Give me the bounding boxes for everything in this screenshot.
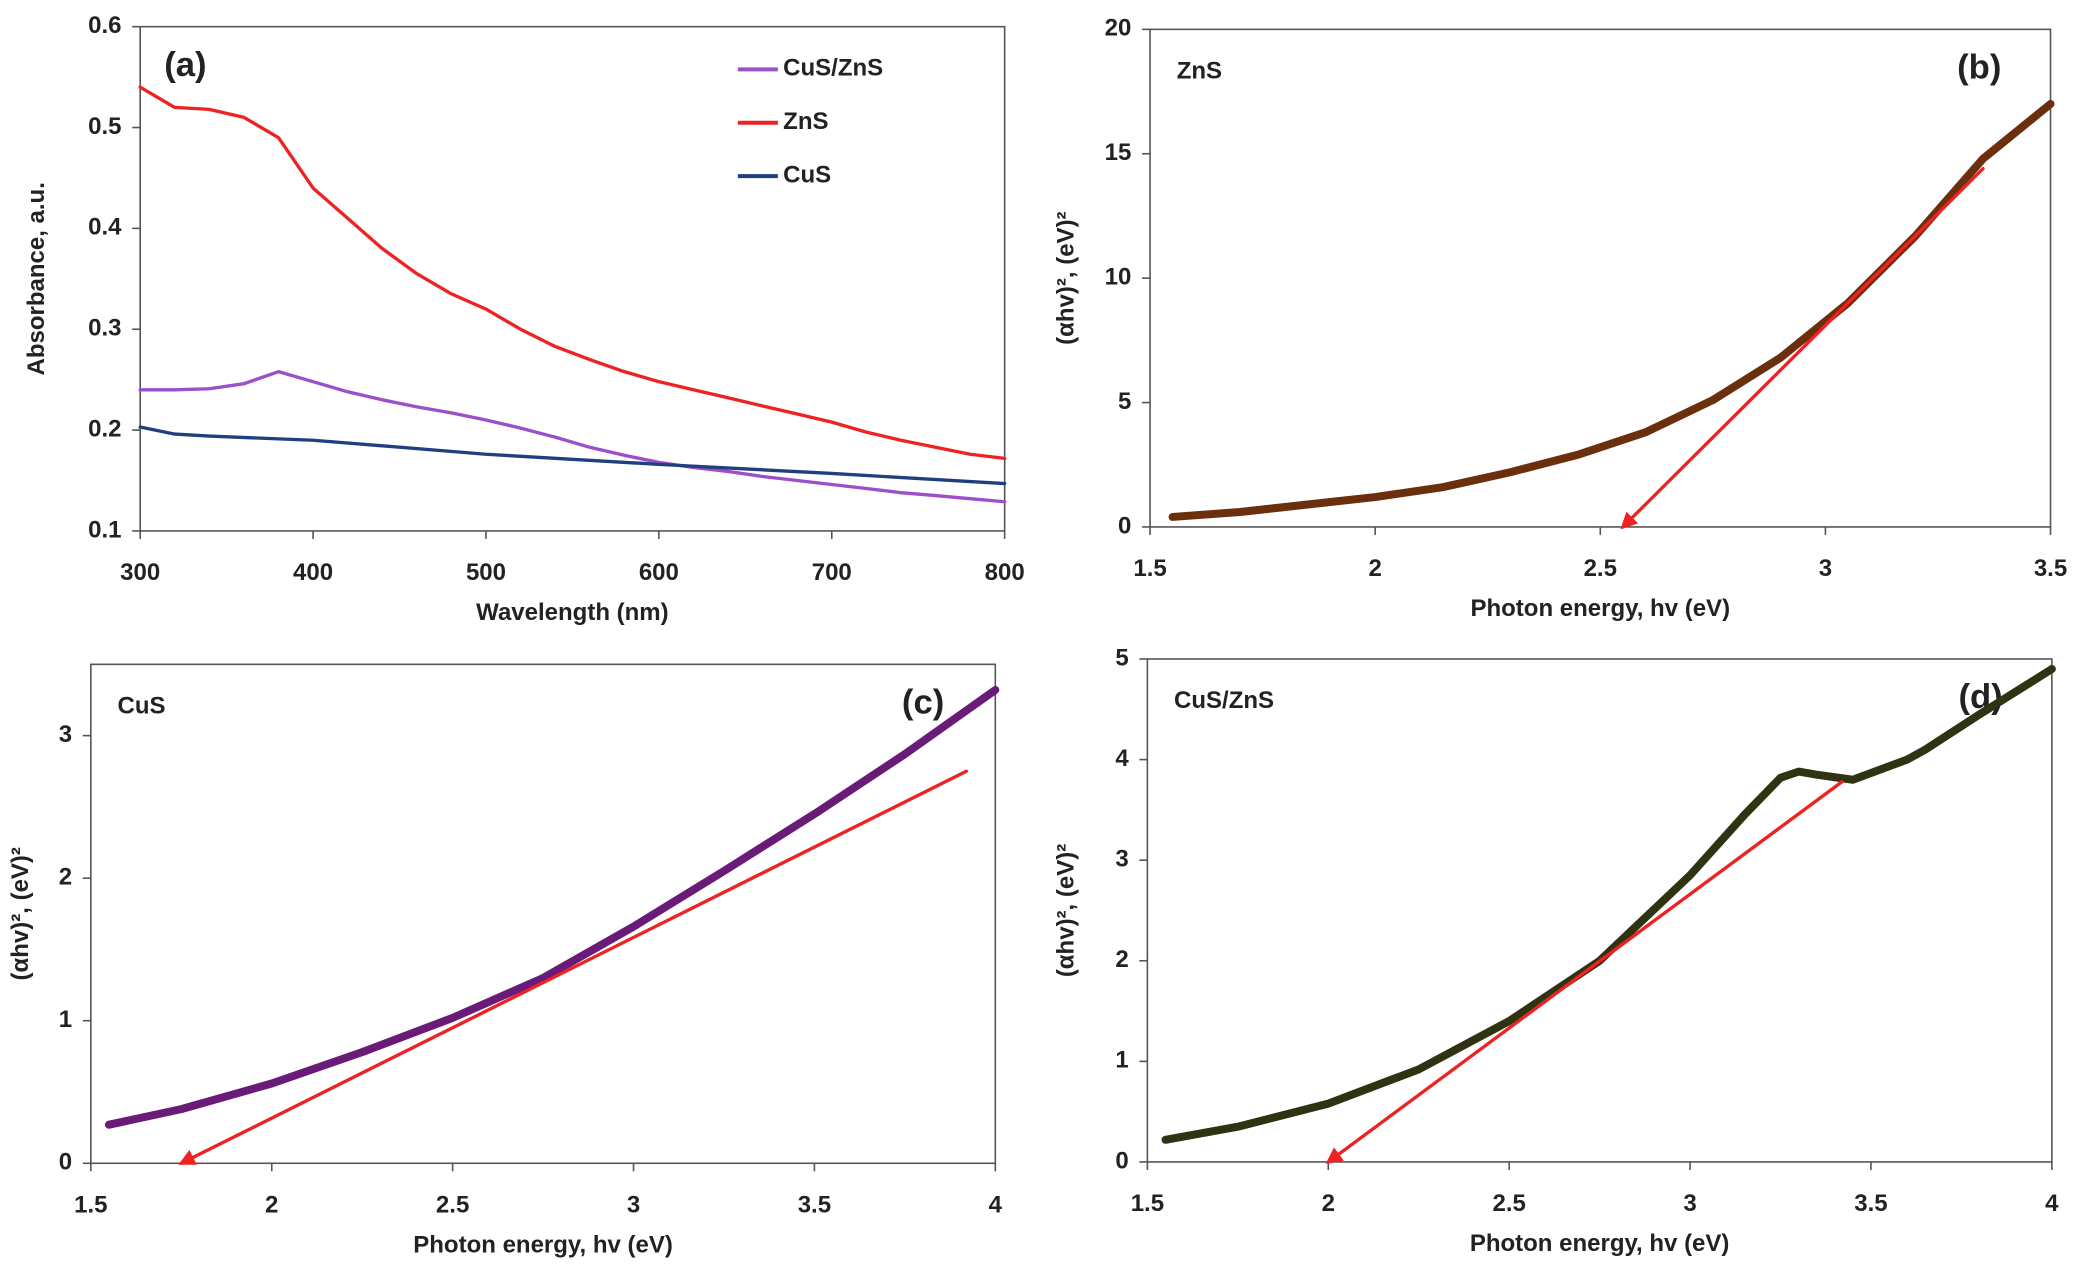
data-line xyxy=(1168,99,2055,521)
y-tick-label: 0 xyxy=(59,1149,72,1176)
y-tick-label: 0 xyxy=(1118,512,1131,539)
x-tick-label: 2 xyxy=(1322,1190,1335,1217)
y-tick-label: 15 xyxy=(1105,139,1132,166)
data-line xyxy=(138,425,1007,486)
x-tick-label: 700 xyxy=(812,559,852,586)
plot-frame xyxy=(139,25,1006,532)
panel-label: (b) xyxy=(1957,49,2001,87)
y-tick-label: 0.2 xyxy=(88,415,121,442)
x-tick-label: 300 xyxy=(120,559,160,586)
y-tick-label: 2 xyxy=(59,864,72,891)
x-tick-label: 800 xyxy=(985,559,1025,586)
y-tick-label: 0.5 xyxy=(88,113,121,140)
tangent-line xyxy=(1325,780,1844,1164)
y-tick-label: 10 xyxy=(1105,263,1132,290)
x-tick-label: 3 xyxy=(1683,1190,1696,1217)
data-line xyxy=(138,369,1007,504)
data-line xyxy=(138,85,1007,461)
x-tick-label: 500 xyxy=(466,559,506,586)
legend-entry: CuS xyxy=(737,161,831,188)
x-tick-label: 1.5 xyxy=(74,1191,107,1218)
legend-entry: CuS/ZnS xyxy=(737,55,883,82)
x-tick-label: 3.5 xyxy=(2034,555,2067,582)
x-tick-label: 3 xyxy=(1819,555,1832,582)
x-tick-label: 400 xyxy=(293,559,333,586)
annotation: CuS xyxy=(118,692,166,719)
legend-label: CuS xyxy=(783,161,831,188)
x-tick-label: 2.5 xyxy=(1492,1190,1525,1217)
annotation: CuS/ZnS xyxy=(1174,687,1274,714)
y-axis-label: Absorbance, a.u. xyxy=(23,182,50,375)
y-tick-label: 0.1 xyxy=(88,516,121,543)
x-tick-label: 4 xyxy=(989,1191,1003,1218)
x-tick-label: 2.5 xyxy=(1584,555,1617,582)
x-tick-label: 3.5 xyxy=(1854,1190,1887,1217)
data-line xyxy=(1161,665,2056,1144)
x-tick-label: 4 xyxy=(2045,1190,2059,1217)
y-tick-label: 1 xyxy=(1115,1047,1128,1074)
x-axis-label: Photon energy, hv (eV) xyxy=(413,1231,673,1258)
legend-label: ZnS xyxy=(783,108,828,135)
y-axis-label: (αhv)², (eV)² xyxy=(1053,211,1080,344)
x-axis-label: Photon energy, hv (eV) xyxy=(1470,1230,1730,1257)
plot-frame xyxy=(90,663,997,1165)
y-axis-label: (αhv)², (eV)² xyxy=(1053,844,1080,977)
annotation: ZnS xyxy=(1177,57,1222,84)
y-tick-label: 3 xyxy=(59,721,72,748)
x-tick-label: 3 xyxy=(627,1191,640,1218)
y-tick-label: 2 xyxy=(1115,946,1128,973)
y-tick-label: 20 xyxy=(1105,15,1132,42)
y-tick-label: 0 xyxy=(1115,1147,1128,1174)
x-tick-label: 600 xyxy=(639,559,679,586)
x-axis-label: Photon energy, hv (eV) xyxy=(1470,595,1730,622)
data-line xyxy=(104,685,1000,1129)
y-tick-label: 3 xyxy=(1115,846,1128,873)
x-tick-label: 3.5 xyxy=(798,1191,831,1218)
y-axis-label: (αhv)², (eV)² xyxy=(7,847,34,980)
y-tick-label: 0.6 xyxy=(88,12,121,39)
tangent-line xyxy=(1620,166,1985,530)
panel-label: (a) xyxy=(164,46,206,84)
y-tick-label: 1 xyxy=(59,1006,72,1033)
legend-label: CuS/ZnS xyxy=(783,55,883,82)
x-tick-label: 2.5 xyxy=(436,1191,469,1218)
y-tick-label: 0.3 xyxy=(88,315,121,342)
y-tick-label: 4 xyxy=(1115,745,1129,772)
x-tick-label: 1.5 xyxy=(1133,555,1166,582)
plot-frame xyxy=(1146,658,2053,1163)
x-tick-label: 1.5 xyxy=(1131,1190,1164,1217)
x-tick-label: 2 xyxy=(265,1191,278,1218)
legend-entry: ZnS xyxy=(737,108,829,135)
y-tick-label: 5 xyxy=(1118,388,1131,415)
y-tick-label: 0.4 xyxy=(88,214,122,241)
tangent-line xyxy=(178,769,969,1165)
y-tick-label: 5 xyxy=(1115,644,1128,671)
x-tick-label: 2 xyxy=(1368,555,1381,582)
plot-frame xyxy=(1149,28,2052,528)
panel-label: (c) xyxy=(902,684,944,722)
x-axis-label: Wavelength (nm) xyxy=(476,599,668,626)
